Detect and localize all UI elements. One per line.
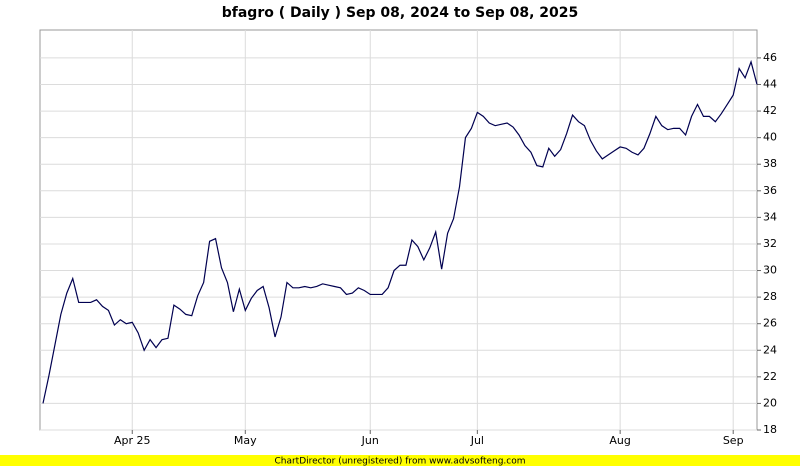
footer: ChartDirector (unregistered) from www.ad…: [274, 457, 525, 466]
price-line: [42, 59, 758, 404]
x-tick-label: May: [234, 434, 257, 447]
y-tick-label: 46: [763, 51, 777, 64]
y-tick-label: 20: [763, 396, 777, 409]
x-tick-label: Aug: [609, 434, 630, 447]
y-tick-label: 40: [763, 131, 777, 144]
y-tick-label: 26: [763, 317, 777, 330]
y-tick-label: 28: [763, 290, 777, 303]
y-tick-label: 42: [763, 104, 777, 117]
y-tick-label: 36: [763, 184, 777, 197]
y-tick-label: 18: [763, 423, 777, 436]
x-tick-label: Sep: [723, 434, 744, 447]
y-tick-label: 32: [763, 237, 777, 250]
y-tick-label: 34: [763, 210, 777, 223]
y-tick-label: 38: [763, 157, 777, 170]
chart-title: bfagro ( Daily ) Sep 08, 2024 to Sep 08,…: [222, 5, 578, 21]
x-tick-label: Jul: [470, 434, 484, 447]
y-tick-label: 44: [763, 77, 777, 90]
x-tick-label: Apr 25: [114, 434, 151, 447]
y-tick-label: 24: [763, 343, 777, 356]
x-tick-label: Jun: [361, 434, 379, 447]
plot-area: [39, 29, 758, 431]
y-tick-label: 22: [763, 370, 777, 383]
footer-bar: [0, 455, 800, 466]
y-tick-label: 30: [763, 264, 777, 277]
